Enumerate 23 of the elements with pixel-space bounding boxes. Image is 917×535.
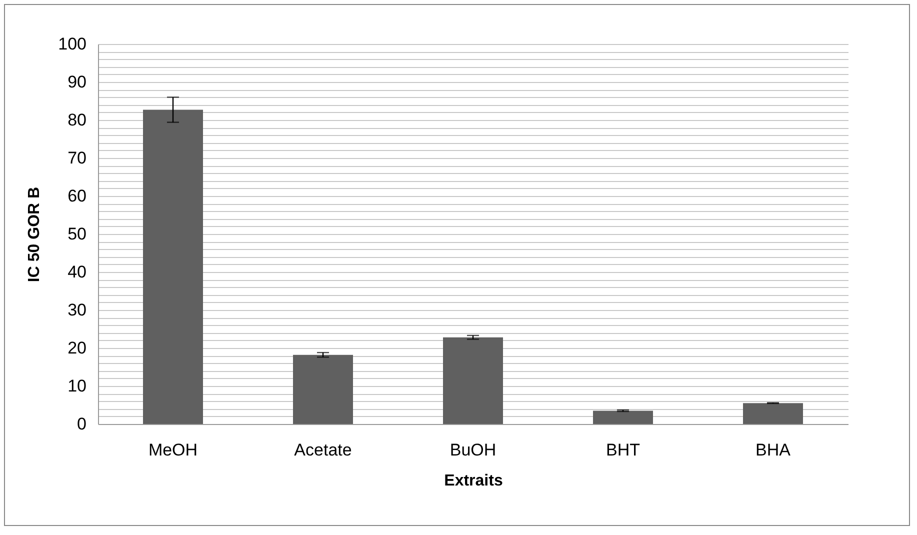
y-tick-label: 30	[68, 300, 86, 320]
y-axis-title: IC 50 GOR B	[26, 186, 44, 282]
x-tick-label: MeOH	[148, 440, 198, 460]
bar	[143, 110, 203, 424]
y-tick-label: 20	[68, 338, 86, 358]
y-tick-label: 80	[68, 110, 86, 130]
bar	[743, 403, 803, 424]
x-tick-label: Acetate	[294, 440, 352, 460]
y-tick-label: 0	[77, 414, 86, 434]
y-tick-label: 100	[58, 34, 86, 54]
x-tick-label: BHT	[606, 440, 640, 460]
x-axis-title: Extraits	[444, 472, 503, 490]
bar	[293, 354, 353, 424]
y-tick-label: 10	[68, 376, 86, 396]
y-tick-label: 70	[68, 148, 86, 168]
bar	[443, 337, 503, 424]
y-tick-label: 60	[68, 186, 86, 206]
x-tick-label: BuOH	[450, 440, 496, 460]
bar	[593, 410, 653, 424]
y-tick-label: 90	[68, 72, 86, 92]
x-tick-label: BHA	[756, 440, 792, 460]
y-tick-label: 40	[68, 262, 86, 282]
y-tick-label: 50	[68, 224, 86, 244]
